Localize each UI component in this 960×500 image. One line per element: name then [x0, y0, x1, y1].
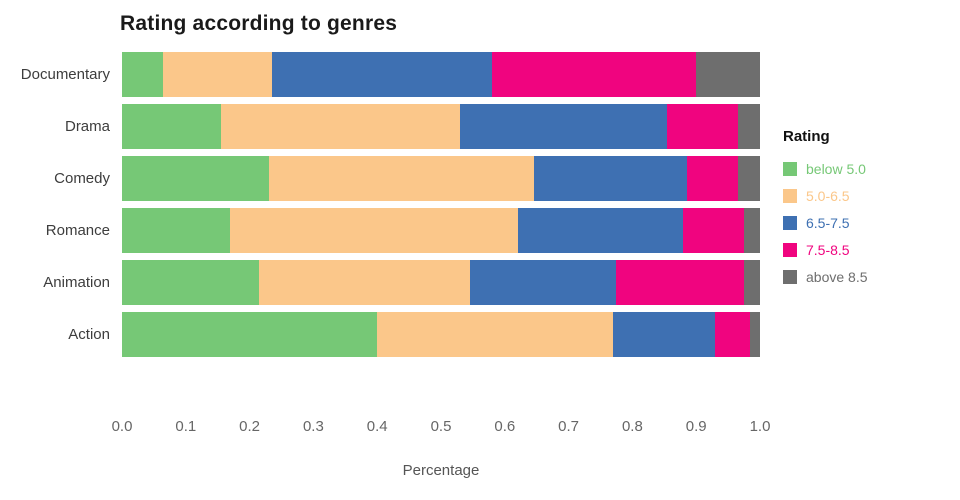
x-tick-label: 0.5 [430, 418, 452, 435]
x-tick-label: 0.8 [621, 418, 643, 435]
bar-segment [667, 104, 738, 149]
bar-segment [230, 208, 518, 253]
bar-segment [737, 156, 760, 201]
legend-swatch [783, 161, 797, 176]
stacked-bar [122, 52, 760, 97]
chart-title: Rating according to genres [120, 12, 398, 35]
bar-segment [715, 312, 751, 357]
legend-items: below 5.0 5.0-6.5 6.5-7.5 7.5-8.5 above 8.5 [783, 155, 953, 290]
bar-segment [377, 312, 614, 357]
x-tick-label: 0.2 [239, 418, 261, 435]
legend-title: Rating [783, 128, 830, 145]
bar-segment [750, 312, 760, 357]
category-label: Drama [64, 118, 110, 135]
x-tick-label: 0.9 [685, 418, 707, 435]
bar-row: Comedy [0, 156, 760, 201]
stacked-bar [122, 260, 760, 305]
bar-segment [469, 260, 617, 305]
bar-segment [616, 260, 745, 305]
x-tick-label: 0.3 [302, 418, 324, 435]
legend: Rating below 5.0 5.0-6.5 6.5-7.5 7.5-8.5 abo… [783, 128, 953, 290]
bar-segment [163, 52, 272, 97]
x-tick-label: 0.0 [111, 418, 133, 435]
x-tick-label: 0.7 [558, 418, 580, 435]
bar-row: Romance [0, 208, 760, 253]
bar-segment [259, 260, 470, 305]
bar-segment [737, 104, 760, 149]
legend-label: 7.5-8.5 [806, 241, 850, 258]
x-tick-label: 0.1 [175, 418, 197, 435]
bar-segment [122, 260, 260, 305]
bar-row: Drama [0, 104, 760, 149]
bar-segment [517, 208, 684, 253]
x-axis-ticks: 0.0 0.1 0.2 0.3 0.4 0.5 0.6 0.7 0.8 0.9 1.0 [112, 418, 771, 438]
bar-segment [268, 156, 534, 201]
bar-segment [122, 208, 231, 253]
legend-item: below 5.0 [783, 155, 953, 182]
legend-label: 5.0-6.5 [806, 187, 850, 204]
legend-item: 6.5-7.5 [783, 209, 953, 236]
legend-item: 5.0-6.5 [783, 182, 953, 209]
bar-segment [122, 52, 164, 97]
bar-segment [460, 104, 668, 149]
bar-segment [686, 156, 738, 201]
legend-label: 6.5-7.5 [806, 214, 850, 231]
bar-segment [683, 208, 745, 253]
legend-label: above 8.5 [806, 268, 868, 285]
bar-row: Action [0, 312, 760, 357]
bar-segment [533, 156, 687, 201]
x-tick-label: 1.0 [749, 418, 771, 435]
bar-segment [220, 104, 461, 149]
x-axis-label: Percentage [402, 462, 480, 479]
legend-item: above 8.5 [783, 263, 953, 290]
legend-swatch [783, 242, 797, 257]
bar-segment [122, 312, 378, 357]
legend-swatch [783, 215, 797, 230]
x-tick-label: 0.4 [366, 418, 388, 435]
legend-item: 7.5-8.5 [783, 236, 953, 263]
bar-segment [122, 156, 269, 201]
stacked-bar [122, 312, 760, 357]
bar-segment [744, 260, 760, 305]
bar-row: Animation [0, 260, 760, 305]
bar-segment [696, 52, 760, 97]
bar-segment [492, 52, 697, 97]
stacked-bar [122, 156, 760, 201]
bar-row: Documentary [0, 52, 760, 97]
plot-area: Documentary Drama Comedy Romance Animation Ac… [0, 52, 760, 364]
legend-label: below 5.0 [806, 160, 866, 177]
stacked-bar [122, 208, 760, 253]
bar-segment [744, 208, 760, 253]
bar-segment [271, 52, 493, 97]
stacked-bar [122, 104, 760, 149]
bar-segment [613, 312, 716, 357]
category-label: Documentary [20, 66, 110, 83]
category-label: Animation [43, 274, 110, 291]
category-label: Comedy [54, 170, 110, 187]
category-label: Romance [45, 222, 110, 239]
legend-swatch [783, 188, 797, 203]
x-tick-label: 0.6 [494, 418, 516, 435]
legend-swatch [783, 269, 797, 284]
category-label: Action [68, 326, 110, 343]
bar-segment [122, 104, 221, 149]
